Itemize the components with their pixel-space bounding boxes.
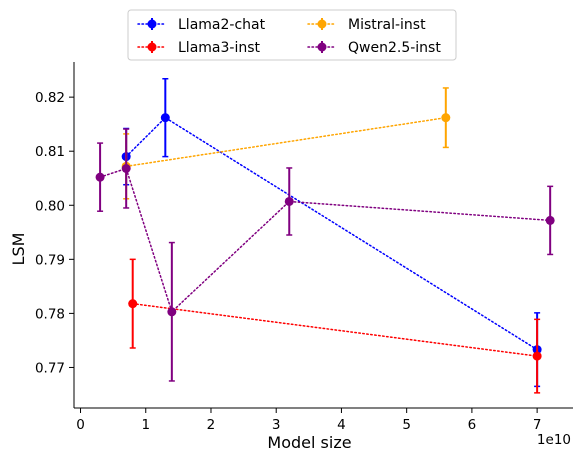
x-tick-label: 7: [533, 417, 542, 433]
x-offset-label: 1e10: [537, 432, 571, 448]
legend-marker: [147, 42, 157, 52]
data-point: [121, 164, 131, 174]
series-line: [99, 167, 551, 314]
x-tick-label: 6: [468, 417, 477, 433]
x-tick-label: 4: [337, 417, 346, 433]
data-point: [545, 215, 555, 225]
data-point: [128, 299, 138, 309]
data-point: [167, 307, 177, 317]
data-point: [284, 196, 294, 206]
legend-box: [127, 9, 457, 61]
series-llama3-inst: [128, 258, 542, 394]
data-point: [441, 113, 451, 123]
y-tick-label: 0.78: [35, 306, 65, 322]
data-point: [160, 113, 170, 123]
data-point: [95, 172, 105, 182]
y-tick-label: 0.81: [35, 144, 65, 160]
series-line: [125, 116, 538, 351]
legend-item: Qwen2.5-inst: [307, 40, 441, 56]
legend-label: Llama3-inst: [178, 40, 261, 56]
x-tick-label: 3: [272, 417, 281, 433]
series-line: [125, 116, 447, 168]
series-qwen2-5-inst: [95, 128, 555, 382]
y-tick-label: 0.79: [35, 252, 65, 268]
x-tick-label: 0: [76, 417, 85, 433]
y-axis-title: LSM: [9, 233, 28, 266]
legend-marker: [317, 19, 327, 29]
x-axis-title: Model size: [267, 433, 351, 452]
axes: 0 1 2 3 4 5 6 7 0.77 0.78 0.79 0.80 0.81 0.82 Model si…: [9, 62, 573, 452]
plot-area: [95, 78, 555, 394]
legend: Llama2-chat Llama3-inst Mistral-inst Qwen2.…: [127, 9, 457, 61]
series-line: [131, 302, 538, 357]
y-tick-label: 0.77: [35, 360, 65, 376]
data-point: [532, 351, 542, 361]
y-tick-label: 0.82: [35, 90, 65, 106]
legend-item: Llama2-chat: [137, 17, 266, 33]
legend-marker: [147, 19, 157, 29]
legend-item: Llama3-inst: [137, 40, 261, 56]
legend-marker: [317, 42, 327, 52]
legend-item: Mistral-inst: [307, 17, 426, 33]
x-tick-label: 2: [207, 417, 216, 433]
x-tick-label: 1: [141, 417, 150, 433]
legend-label: Mistral-inst: [348, 17, 426, 33]
legend-label: Qwen2.5-inst: [348, 40, 441, 56]
series-mistral-inst: [121, 87, 451, 200]
legend-label: Llama2-chat: [178, 17, 266, 33]
y-tick-label: 0.80: [35, 198, 65, 214]
series-llama2-chat: [121, 78, 542, 388]
x-tick-label: 5: [402, 417, 411, 433]
